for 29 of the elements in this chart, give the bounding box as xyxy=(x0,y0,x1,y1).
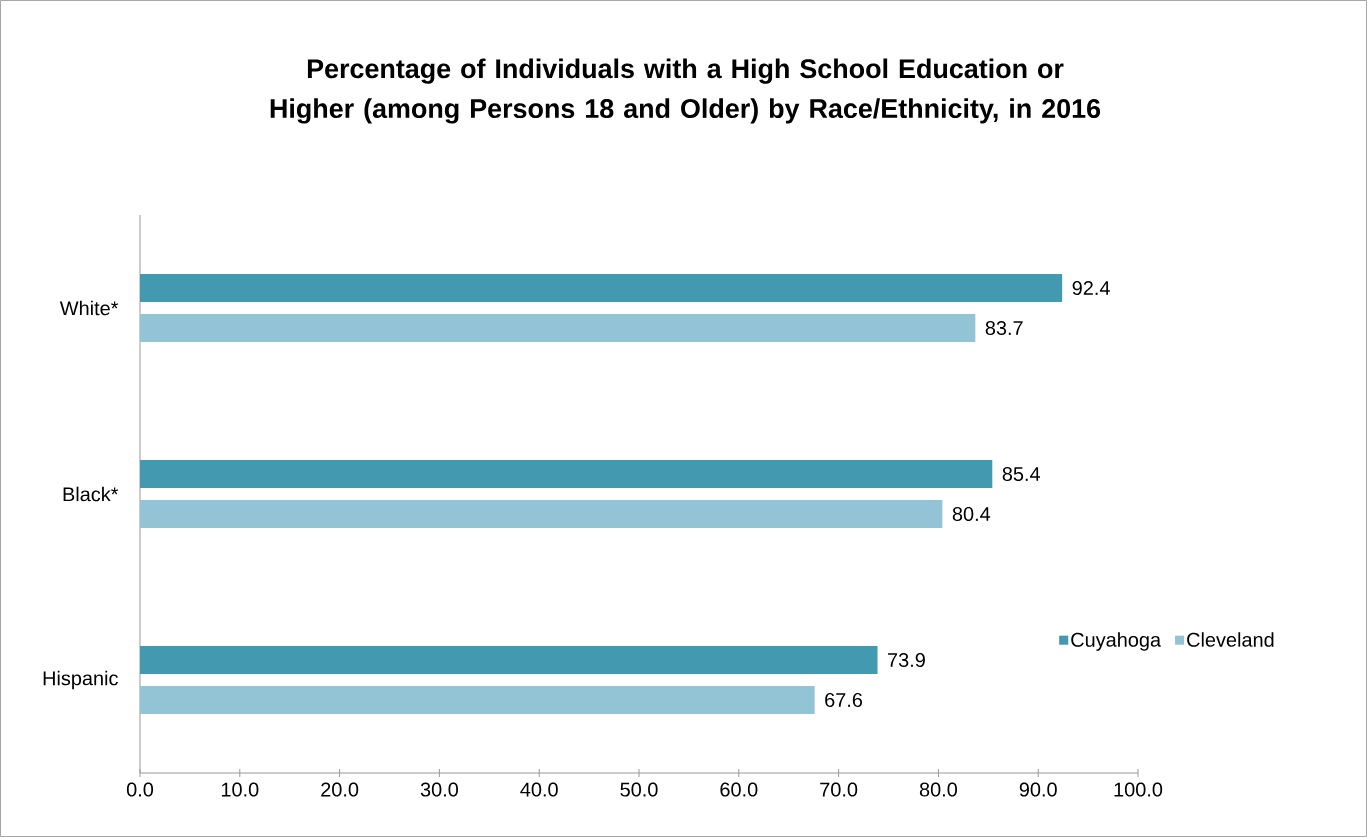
x-tick-label: 0.0 xyxy=(126,782,154,797)
data-label: 85.4 xyxy=(1002,466,1041,482)
x-tick-label: 10.0 xyxy=(221,782,259,797)
data-label: 73.9 xyxy=(888,652,925,668)
x-tick-label: 90.0 xyxy=(1019,782,1057,797)
x-tick-label: 100.0 xyxy=(1114,782,1163,797)
bar xyxy=(140,460,993,488)
bar xyxy=(140,314,976,342)
data-label: 83.7 xyxy=(985,320,1023,336)
data-label: 67.6 xyxy=(825,692,863,708)
bar xyxy=(140,646,878,674)
x-tick-label: 40.0 xyxy=(520,782,558,797)
legend-label: Cleveland xyxy=(1187,632,1274,647)
legend-label: Cuyahoga xyxy=(1071,632,1162,651)
x-tick-label: 30.0 xyxy=(420,782,459,797)
y-tick-label: White* xyxy=(59,300,119,316)
x-tick-label: 50.0 xyxy=(620,782,658,797)
x-tick-label: 80.0 xyxy=(919,782,958,797)
bar xyxy=(140,686,815,714)
y-tick-label: Black* xyxy=(63,486,119,502)
y-tick-label: Hispanic xyxy=(43,670,118,690)
chart-title: Percentage of Individuals with a High School Education or Higher (among Persons 18 and Older) by Race/Ethnicity, in 2016 xyxy=(270,58,1101,124)
data-label: 92.4 xyxy=(1072,280,1110,296)
x-tick-label: 20.0 xyxy=(321,782,359,797)
x-tick-label: 60.0 xyxy=(720,782,758,797)
bar xyxy=(140,500,943,528)
bar xyxy=(140,273,1063,302)
x-tick-label: 70.0 xyxy=(820,782,858,797)
data-label: 80.4 xyxy=(952,506,991,522)
